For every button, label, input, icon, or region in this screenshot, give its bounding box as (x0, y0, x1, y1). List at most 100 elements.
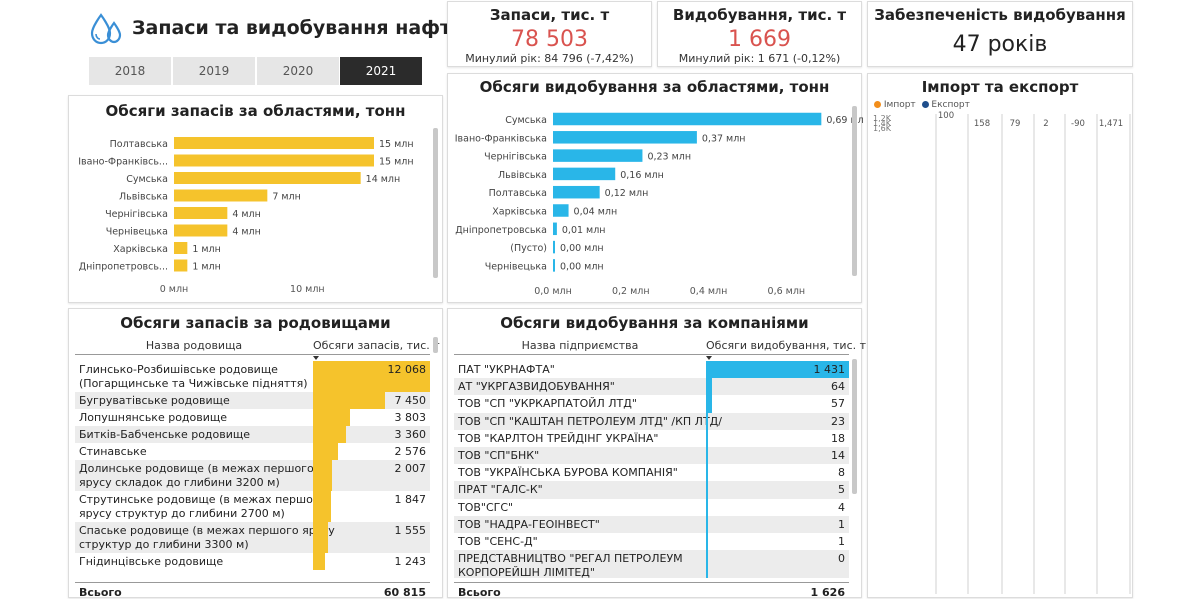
reserves-by-field-table: Назва родовища Обсяги запасів, тис. т Глин… (75, 337, 440, 599)
table-row[interactable]: ТОВ "НАДРА-ГЕОІНВЕСТ" 1 (454, 515, 849, 533)
row-name: ТОВ "СП "УКРКАРПАТОЙЛ ЛТД" (458, 397, 704, 411)
row-name: Стинавське (79, 445, 311, 459)
table-row[interactable]: ТОВ "СП "УКРКАРПАТОЙЛ ЛТД" 57 (454, 395, 849, 413)
bar[interactable] (553, 167, 616, 181)
import-export-card: Імпорт та експорт Імпорт Експорт 1,2K 1,4… (867, 73, 1133, 598)
table-row[interactable]: ТОВ "КАРЛТОН ТРЕЙДІНГ УКРАЇНА" 18 (454, 429, 849, 447)
table-row[interactable]: ТОВ "СП "КАШТАН ПЕТРОЛЕУМ ЛТД" /КП ЛТД/2… (454, 412, 849, 430)
row-name-line: Бугруватівське родовище (79, 394, 230, 407)
legend-export-label: Експорт (931, 100, 970, 110)
row-value: 1 (838, 535, 845, 548)
table-row[interactable]: ТОВ "УКРАЇНСЬКА БУРОВА КОМПАНІЯ" 8 (454, 464, 849, 482)
data-bar (313, 522, 329, 553)
bar[interactable] (553, 259, 555, 272)
kpi-supply-value: 47 років (952, 32, 1048, 57)
row-value: 64 (831, 380, 845, 394)
production-by-company-scrollbar-thumb[interactable] (852, 359, 857, 494)
bar[interactable] (174, 207, 228, 219)
sort-arrow-icon[interactable] (313, 356, 319, 360)
bar[interactable] (553, 222, 557, 236)
row-value: 5 (838, 483, 845, 497)
reserves-by-field-scrollbar[interactable] (433, 337, 438, 353)
column-header-name[interactable]: Назва підприємства (521, 339, 639, 352)
table-row[interactable]: ТОВ "СП"БНК" 14 (454, 447, 849, 465)
kpi-reserves-card: Запаси, тис. т 78 503 Минулий рік: 84 79… (447, 1, 652, 67)
bar[interactable] (553, 204, 569, 217)
table-row[interactable]: Стинавське 2 576 (75, 443, 430, 460)
row-name: Струтинське родовище (в межах першого яру… (79, 493, 325, 521)
row-value: 12 068 (387, 363, 427, 376)
data-bar (706, 550, 708, 579)
category-label: Полтавська (110, 139, 168, 150)
column-header-value[interactable]: Обсяги запасів, тис. т (313, 339, 440, 352)
table-row[interactable]: Лопушнянське родовище 3 803 (75, 409, 430, 426)
category-label: Івано-Франківська (455, 133, 547, 144)
bar[interactable] (553, 149, 643, 162)
bar[interactable] (553, 112, 822, 126)
column-header-value[interactable]: Обсяги видобування, тис. т (706, 339, 867, 352)
y-tick-label: 1,4K (873, 119, 892, 128)
row-name: ТОВ"СГС" (458, 501, 704, 515)
kpi-production-card: Видобування, тис. т 1 669 Минулий рік: 1… (657, 1, 862, 67)
bar[interactable] (174, 224, 228, 237)
import-export-chart: 1,2K1,4K1,6K 100 158 79 2 -90 1,471 (873, 111, 1131, 594)
table-row[interactable]: ПРАТ "ГАЛС-К" 5 (454, 481, 849, 499)
legend-import-marker (874, 101, 881, 108)
bar[interactable] (553, 240, 555, 254)
reserves-by-field-title: Обсяги запасів за родовищами (120, 314, 391, 332)
data-bar (706, 378, 713, 396)
bar[interactable] (174, 242, 188, 254)
bar[interactable] (553, 185, 600, 199)
bar[interactable] (553, 131, 697, 144)
table-row[interactable]: Бугруватівське родовище 7 450 (75, 392, 430, 409)
table-row[interactable]: Битків-Бабченське родовище 3 360 (75, 426, 430, 443)
data-bar (706, 447, 708, 465)
table-row[interactable]: ТОВ "СЕНС-Д" 1 (454, 533, 849, 551)
year-button-2019[interactable]: 2019 (173, 57, 255, 85)
table-row[interactable]: Долинське родовище (в межах першого ярусу… (75, 460, 430, 491)
row-name-line: структур до глибини 3300 м) (79, 538, 249, 551)
legend-export-marker (921, 101, 929, 108)
bar[interactable] (174, 189, 268, 202)
year-button-2018[interactable]: 2018 (89, 57, 171, 85)
table-row[interactable]: Струтинське родовище (в межах першого яру… (75, 491, 430, 522)
y-tick-label: 1,2K (873, 114, 892, 123)
reserves-by-region-scrollbar[interactable] (433, 128, 438, 278)
category-label: Чернігівська (105, 209, 168, 220)
table-header: Назва родовища Обсяги запасів, тис. т (75, 337, 440, 355)
row-name-line: ТОВ "СП "КАШТАН ПЕТРОЛЕУМ ЛТД" /КП ЛТД/ (458, 414, 722, 428)
data-label: 14 млн (366, 174, 401, 185)
kpi-supply-title: Забезпеченість видобування (874, 6, 1126, 24)
table-row[interactable]: АТ "УКРГАЗВИДОБУВАННЯ" 64 (454, 378, 849, 396)
table-row[interactable]: Глинсько-Розбишівське родовище (Погарщинс… (75, 361, 430, 392)
row-value: 14 (831, 449, 845, 462)
year-button-2020[interactable]: 2020 (257, 57, 339, 85)
bar[interactable] (174, 259, 188, 272)
production-by-region-scrollbar[interactable] (852, 106, 857, 276)
table-row[interactable]: Спаське родовище (в межах першого ярусу с… (75, 522, 430, 553)
row-name-line: Спаське родовище (в межах першого ярусу (79, 524, 335, 537)
table-row[interactable]: ПАТ "УКРНАФТА" 1 431 (454, 361, 849, 379)
year-button-2021[interactable]: 2021 (340, 57, 422, 85)
total-label: Всього (458, 586, 501, 599)
bar[interactable] (174, 137, 374, 149)
production-by-region-card: Обсяги видобування за областями, тонн Су… (447, 73, 863, 303)
x-tick-label: 0,2 млн (612, 286, 650, 297)
data-label: 0,37 млн (702, 133, 746, 144)
row-name: Гнідинцівське родовище (79, 555, 311, 569)
row-name-line: ТОВ "НАДРА-ГЕОІНВЕСТ" (458, 517, 600, 531)
row-name-line: ТОВ"СГС" (458, 500, 514, 514)
bar[interactable] (174, 172, 361, 184)
row-name-line: Гнідинцівське родовище (79, 555, 224, 568)
reserves-by-region-chart: Полтавська 15 млн Івано-Франківсь... 15 млн… (78, 137, 414, 295)
table-row[interactable]: ТОВ"СГС" 4 (454, 498, 849, 516)
table-row[interactable]: Гнідинцівське родовище 1 243 (75, 553, 430, 570)
category-label: Сумська (126, 174, 168, 185)
column-header-name[interactable]: Назва родовища (145, 339, 243, 352)
data-bar (313, 460, 333, 491)
row-name: Долинське родовище (в межах першого ярусу… (79, 462, 314, 490)
table-row[interactable]: ПРЕДСТАВНИЦТВО "РЕГАЛ ПЕТРОЛЕУМ КОРПОРЕЙШ… (454, 550, 849, 579)
bar[interactable] (174, 154, 374, 167)
row-name: ТОВ "КАРЛТОН ТРЕЙДІНГ УКРАЇНА" (458, 432, 704, 446)
sort-arrow-icon[interactable] (706, 356, 712, 360)
